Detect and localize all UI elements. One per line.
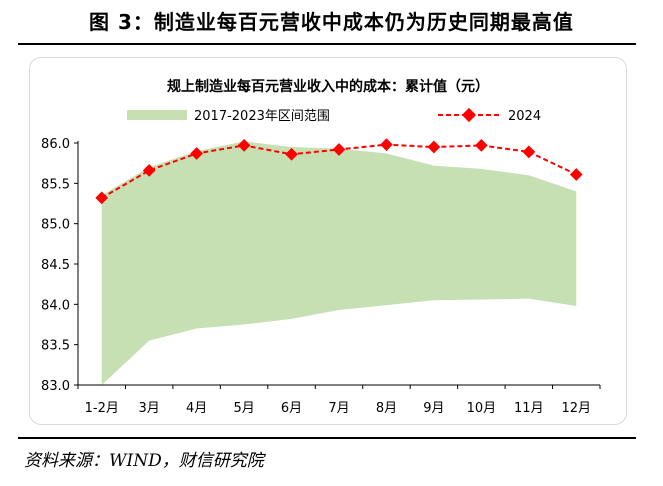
series-2024-point xyxy=(427,140,441,154)
y-tick-label: 86.0 xyxy=(41,137,70,152)
legend-range-label: 2017-2023年区间范围 xyxy=(194,109,330,124)
chart-panel: 规上制造业每百元营业收入中的成本：累计值（元） 2017-2023年区间范围 2… xyxy=(29,57,627,425)
figure-title: 图 3：制造业每百元营收中成本仍为历史同期最高值 xyxy=(89,10,574,34)
source-note: 资料来源：WIND，财信研究院 xyxy=(24,451,264,471)
y-tick-label: 85.0 xyxy=(41,218,70,233)
y-tick-label: 83.0 xyxy=(41,379,70,394)
x-tick-label: 12月 xyxy=(561,401,591,416)
x-tick-label: 1-2月 xyxy=(85,401,119,416)
series-2024-point xyxy=(332,143,346,156)
plot-area: 83.0 83.5 84.0 84.5 85.0 85.5 86.0 1-2月 3月 4月 5月 6月… xyxy=(41,137,601,416)
x-tick-label: 11月 xyxy=(514,401,544,416)
x-tick-label: 3月 xyxy=(139,401,160,416)
x-tick-label: 7月 xyxy=(328,401,349,416)
series-2024-point xyxy=(380,138,393,151)
x-tick-label: 5月 xyxy=(233,401,254,416)
legend-range-swatch xyxy=(127,110,187,120)
x-tick-label: 10月 xyxy=(467,401,497,416)
chart-title: 规上制造业每百元营业收入中的成本：累计值（元） xyxy=(167,78,489,95)
series-2024-point xyxy=(142,164,156,177)
chart: 规上制造业每百元营业收入中的成本：累计值（元） 2017-2023年区间范围 2… xyxy=(41,78,601,416)
x-tick-label: 6月 xyxy=(281,401,302,416)
series-2024-point xyxy=(95,191,109,205)
bottom-rule xyxy=(18,437,636,439)
legend-series-marker xyxy=(461,107,477,123)
range-band xyxy=(101,141,577,385)
series-2024-point xyxy=(237,139,251,152)
series-2024-point xyxy=(522,145,536,159)
x-tick-label: 4月 xyxy=(186,401,207,416)
y-tick-label: 84.5 xyxy=(41,258,70,273)
x-tick-label: 9月 xyxy=(423,401,444,416)
top-rule xyxy=(18,43,636,45)
series-2024-point xyxy=(474,139,488,152)
series-2024-point xyxy=(285,147,298,161)
y-tick-label: 85.5 xyxy=(41,177,70,192)
series-2024-point xyxy=(190,147,204,160)
series-2024-point xyxy=(569,168,583,181)
y-tick-label: 83.5 xyxy=(41,339,70,354)
legend-series-label: 2024 xyxy=(508,109,541,124)
y-tick-label: 84.0 xyxy=(41,298,70,313)
x-tick-label: 8月 xyxy=(376,401,397,416)
